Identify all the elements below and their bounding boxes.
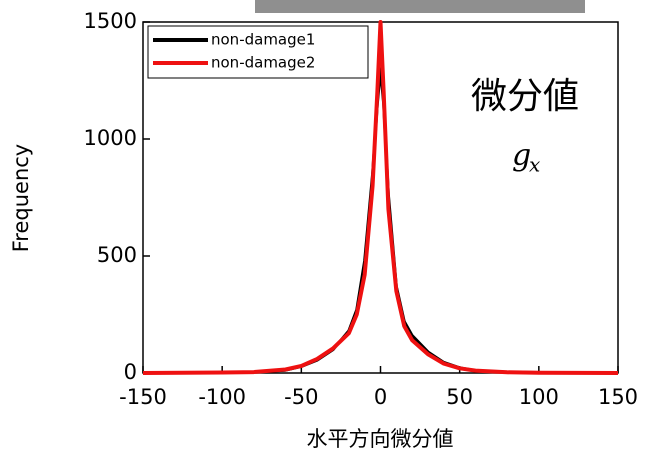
annotation: 微分値 [471,76,579,117]
chart: 微分値 g x 水平方向微分値 Frequency 050010001500-1… [0,0,645,459]
x-tick-label: 100 [519,385,559,409]
formula-subscript: x [529,153,540,177]
x-tick-label: 0 [374,385,387,409]
x-tick-label: -150 [119,385,167,409]
legend-label: non-damage2 [211,54,315,72]
x-axis-label: 水平方向微分値 [307,427,454,451]
y-tick-label: 0 [124,360,137,384]
x-tick-label: 150 [598,385,638,409]
photo-strip [255,0,585,13]
x-tick-label: 50 [446,385,473,409]
x-tick-label: -50 [284,385,318,409]
y-axis-label: Frequency [9,144,33,253]
y-tick-label: 1500 [84,9,137,33]
y-tick-label: 500 [97,243,137,267]
x-tick-label: -100 [198,385,246,409]
legend-label: non-damage1 [211,31,315,49]
y-tick-label: 1000 [84,126,137,150]
